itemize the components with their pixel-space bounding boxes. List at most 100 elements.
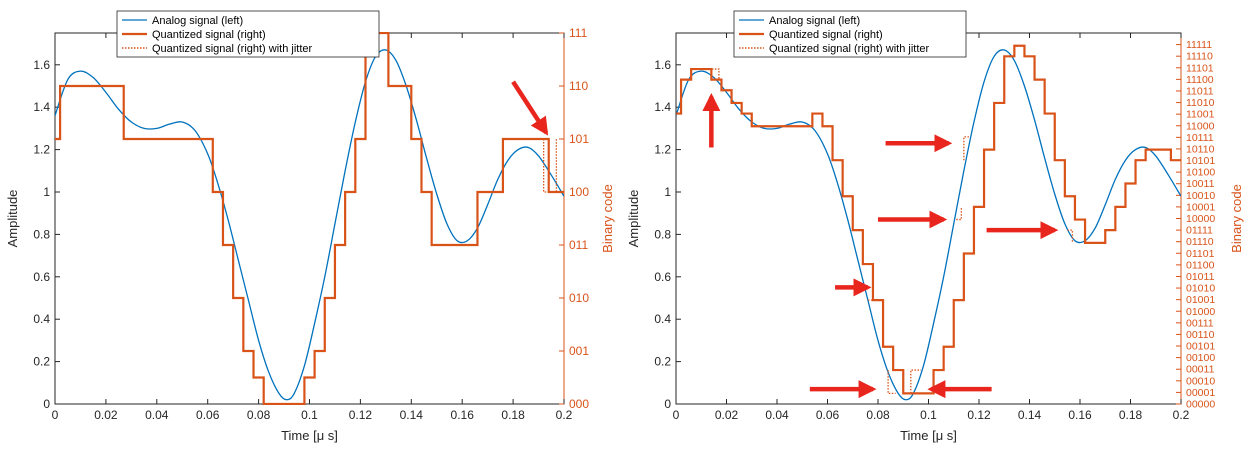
right-tick-label: 01101 xyxy=(1186,248,1215,260)
y-tick-label: 0 xyxy=(43,397,50,411)
x-tick-label: 0.08 xyxy=(866,408,890,422)
right-tick-label: 00000 xyxy=(1186,399,1215,411)
right-tick-label: 00111 xyxy=(1186,317,1214,329)
right-tick-label: 01001 xyxy=(1186,294,1215,306)
right-tick-label: 10111 xyxy=(1186,132,1214,144)
y-tick-label: 0.8 xyxy=(33,227,50,241)
x-tick-label: 0.02 xyxy=(94,408,118,422)
right-tick-label: 01000 xyxy=(1186,306,1215,318)
y-tick-label: 0.4 xyxy=(654,312,671,326)
right-tick-label: 00100 xyxy=(1186,352,1215,364)
y-tick-label: 1.4 xyxy=(654,100,671,114)
y-tick-label: 0.4 xyxy=(33,312,50,326)
y-tick-label: 0 xyxy=(664,397,671,411)
y-tick-label: 0.2 xyxy=(33,355,50,369)
right-tick-label: 100 xyxy=(569,185,589,199)
right-tick-label: 10100 xyxy=(1186,167,1215,179)
right-tick-label: 11101 xyxy=(1186,62,1214,74)
x-tick-label: 0.1 xyxy=(920,408,937,422)
y-tick-label: 1.6 xyxy=(654,58,671,72)
panel-left: 0 0.02 0.04 0.06 0.08 0.1 0.12 0.14 0.16 0.18 0.2 0… xyxy=(5,10,615,443)
x-tick-label: 0.2 xyxy=(556,408,573,422)
x-tick-label: 0.12 xyxy=(349,408,373,422)
x-tick-label: 0.1 xyxy=(301,408,318,422)
legend-entry: Quantized signal (right) xyxy=(769,29,883,41)
y-tick-label: 1.4 xyxy=(33,100,50,114)
legend: Analog signal (left) Quantized signal (ri… xyxy=(733,10,967,58)
y-tick-label: 1.2 xyxy=(33,143,50,157)
right-tick-label: 01110 xyxy=(1186,236,1214,248)
right-tick-label: 01010 xyxy=(1186,283,1215,295)
x-tick-label: 0.02 xyxy=(715,408,739,422)
y-axis-label-left: Amplitude xyxy=(626,190,641,248)
right-tick-label: 110 xyxy=(569,79,588,93)
right-tick-label: 10110 xyxy=(1186,143,1215,155)
right-tick-label: 10000 xyxy=(1186,213,1215,225)
x-tick-label: 0.18 xyxy=(1119,408,1143,422)
legend-entry: Analog signal (left) xyxy=(152,15,243,27)
right-tick-label: 01111 xyxy=(1186,225,1213,237)
x-tick-label: 0 xyxy=(52,408,59,422)
x-tick-label: 0.08 xyxy=(247,408,271,422)
y-axis-label-right: Binary code xyxy=(600,184,615,253)
x-tick-label: 0.12 xyxy=(967,408,991,422)
legend-box xyxy=(116,10,380,58)
analog-signal-line xyxy=(55,49,564,401)
right-tick-label: 00001 xyxy=(1186,387,1215,399)
quantized-signal-line xyxy=(55,32,564,405)
right-tick-label: 011 xyxy=(569,238,588,252)
legend: Analog signal (left) Quantized signal (ri… xyxy=(116,10,380,58)
y-tick-label: 1 xyxy=(43,185,50,199)
y-tick-label: 0.6 xyxy=(654,270,671,284)
right-tick-label: 111 xyxy=(569,26,588,40)
jitter-signal-line xyxy=(910,369,921,394)
right-tick-label: 001 xyxy=(569,344,589,358)
x-tick-label: 0.04 xyxy=(145,408,169,422)
right-tick-label: 101 xyxy=(569,132,589,146)
y-tick-label: 0.6 xyxy=(33,270,50,284)
y-tick-label: 0.2 xyxy=(654,355,671,369)
y-tick-label: 1.6 xyxy=(33,58,50,72)
data-layer xyxy=(676,44,1181,401)
x-tick-label: 0 xyxy=(673,408,680,422)
right-tick-label: 11001 xyxy=(1186,109,1215,121)
right-tick-label: 10001 xyxy=(1186,201,1215,213)
y-tick-label: 1 xyxy=(664,185,671,199)
legend-box xyxy=(733,10,967,58)
right-tick-label: 11111 xyxy=(1186,39,1212,51)
y-axis-label-left: Amplitude xyxy=(5,190,20,248)
legend-entry: Quantized signal (right) with jitter xyxy=(152,43,313,55)
right-tick-label: 11011 xyxy=(1186,85,1214,97)
x-tick-label: 0.2 xyxy=(1173,408,1190,422)
x-tick-label: 0.06 xyxy=(816,408,840,422)
right-tick-label: 10010 xyxy=(1186,190,1215,202)
legend-entry: Analog signal (left) xyxy=(769,15,860,27)
x-tick-label: 0.16 xyxy=(451,408,475,422)
y-tick-label: 1.2 xyxy=(654,143,671,157)
x-tick-label: 0.14 xyxy=(400,408,424,422)
x-tick-label: 0.16 xyxy=(1068,408,1092,422)
x-tick-label: 0.18 xyxy=(501,408,525,422)
right-tick-label: 00010 xyxy=(1186,375,1215,387)
analog-signal-line xyxy=(676,49,1181,401)
panel-right: 0 0.02 0.04 0.06 0.08 0.1 0.12 0.14 0.16 0.18 0.20… xyxy=(626,10,1244,443)
right-tick-label: 00011 xyxy=(1186,364,1215,376)
right-tick-label: 11100 xyxy=(1186,74,1214,86)
right-tick-label: 11110 xyxy=(1186,51,1213,63)
right-tick-label: 01011 xyxy=(1186,271,1215,283)
x-tick-label: 0.04 xyxy=(765,408,789,422)
right-tick-label: 10101 xyxy=(1186,155,1215,167)
right-tick-label: 010 xyxy=(569,291,589,305)
x-axis-label: Time [μ s] xyxy=(900,428,957,443)
right-tick-label: 11010 xyxy=(1186,97,1215,109)
x-tick-label: 0.14 xyxy=(1018,408,1042,422)
right-tick-label: 01100 xyxy=(1186,259,1215,271)
y-tick-label: 0.8 xyxy=(654,227,671,241)
right-tick-label: 11000 xyxy=(1186,120,1215,132)
x-tick-label: 0.06 xyxy=(196,408,220,422)
jitter-signal-line xyxy=(887,370,896,395)
legend-entry: Quantized signal (right) xyxy=(152,29,266,41)
quantized-signal-line xyxy=(676,44,1181,395)
data-layer xyxy=(55,32,564,405)
